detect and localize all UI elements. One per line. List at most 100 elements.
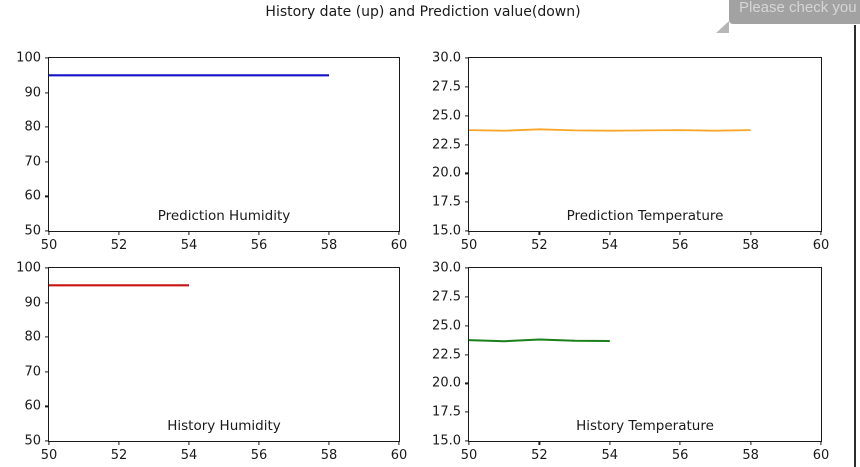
x-tick-mark [609,441,611,445]
y-tick-mark [45,57,49,59]
y-tick-mark [45,230,49,232]
x-tick-mark [750,441,752,445]
x-tick-mark [750,231,752,235]
x-tick-label: 56 [250,448,268,463]
x-tick-label: 60 [390,448,408,463]
prediction-humidity-line [49,74,329,77]
y-tick-mark [45,195,49,197]
y-tick-mark [465,296,469,298]
chart-prediction-humidity: Prediction Humidity 50 60 70 80 90 100 50 52 54 5… [16,51,407,254]
x-tick-mark [118,441,120,445]
x-tick-label: 54 [601,238,619,253]
prediction-temperature-line [468,128,751,132]
y-tick-label: 20.0 [432,165,461,181]
chart-prediction-temperature: Prediction Temperature 15.0 17.5 20.0 22.5 2… [432,51,829,254]
chart-history-temperature: History Temperature 15.0 17.5 20.0 22.5 25.0… [432,261,829,464]
y-tick-mark [45,405,49,407]
x-tick-label: 54 [180,238,198,253]
chart-inner-label: Prediction Temperature [566,208,724,224]
x-tick-label: 52 [531,238,548,253]
y-tick-mark [465,353,469,356]
y-tick-label: 100 [16,50,41,66]
y-tick-label: 60 [24,398,41,414]
x-tick-mark [328,231,330,235]
y-tick-mark [465,440,469,442]
y-tick-mark [45,161,49,163]
x-tick-mark [188,231,190,235]
y-tick-label: 50 [24,433,41,449]
x-tick-label: 60 [812,448,830,463]
y-tick-mark [45,92,49,94]
y-tick-label: 70 [24,364,41,380]
y-tick-mark [465,267,469,269]
x-tick-mark [679,231,681,235]
y-tick-mark [465,172,469,174]
figure-title: History date (up) and Prediction value(d… [265,4,581,20]
y-tick-label: 100 [16,260,41,276]
x-tick-mark [538,231,540,235]
y-tick-mark [465,86,469,88]
y-tick-label: 15.0 [432,223,461,239]
x-tick-mark [118,231,120,235]
tooltip-arrow-icon [716,21,729,33]
validation-tooltip-text: Please check you [739,0,857,16]
y-tick-mark [465,411,469,413]
x-tick-mark [820,441,822,445]
y-tick-label: 50 [24,223,41,239]
x-tick-mark [48,441,50,445]
y-tick-label: 17.5 [432,194,461,210]
y-tick-mark [465,325,469,327]
y-tick-label: 25.0 [432,108,461,124]
x-tick-label: 54 [180,448,198,463]
y-tick-label: 22.5 [432,137,461,152]
x-tick-mark [188,441,190,445]
x-tick-label: 60 [390,238,408,253]
y-tick-label: 70 [24,154,41,170]
y-tick-mark [465,143,469,146]
x-tick-label: 54 [601,448,619,463]
chart-inner-label: History Humidity [167,418,281,434]
y-tick-label: 30.0 [432,50,461,66]
y-tick-mark [465,57,469,59]
y-tick-label: 27.5 [432,289,461,305]
y-tick-mark [45,440,49,442]
y-tick-label: 25.0 [432,318,461,334]
y-tick-label: 17.5 [432,404,461,420]
y-tick-label: 15.0 [432,433,461,449]
x-tick-label: 56 [250,238,268,253]
y-tick-label: 90 [24,85,41,101]
x-tick-label: 50 [460,448,478,463]
y-tick-mark [45,371,49,373]
x-tick-label: 52 [110,448,128,463]
x-tick-label: 58 [742,238,759,253]
chart-history-humidity: History Humidity 50 60 70 80 90 100 50 52 54 56 58… [16,261,407,464]
y-tick-mark [465,382,469,384]
x-tick-label: 50 [40,238,58,253]
y-tick-mark [45,302,49,304]
x-tick-label: 50 [40,448,58,463]
x-tick-mark [258,231,260,235]
x-tick-label: 52 [110,238,128,253]
x-tick-mark [820,231,822,235]
x-tick-mark [258,441,260,445]
chart-inner-label: Prediction Humidity [157,208,291,224]
x-tick-label: 58 [742,448,759,463]
y-tick-label: 60 [24,188,41,204]
x-tick-label: 52 [531,448,548,463]
x-tick-label: 60 [812,238,830,253]
x-tick-mark [538,441,540,445]
y-tick-label: 30.0 [432,260,461,276]
y-tick-label: 27.5 [432,79,461,95]
y-tick-label: 80 [24,119,41,135]
x-tick-label: 58 [320,238,338,253]
x-tick-label: 56 [671,238,689,253]
y-tick-label: 80 [24,329,41,345]
y-tick-mark [465,230,469,232]
y-tick-mark [45,267,49,269]
y-tick-mark [465,201,469,203]
x-tick-mark [328,441,330,445]
history-temperature-line [468,338,610,343]
y-tick-mark [45,336,49,338]
y-tick-label: 20.0 [432,375,461,391]
x-tick-label: 58 [320,448,338,463]
